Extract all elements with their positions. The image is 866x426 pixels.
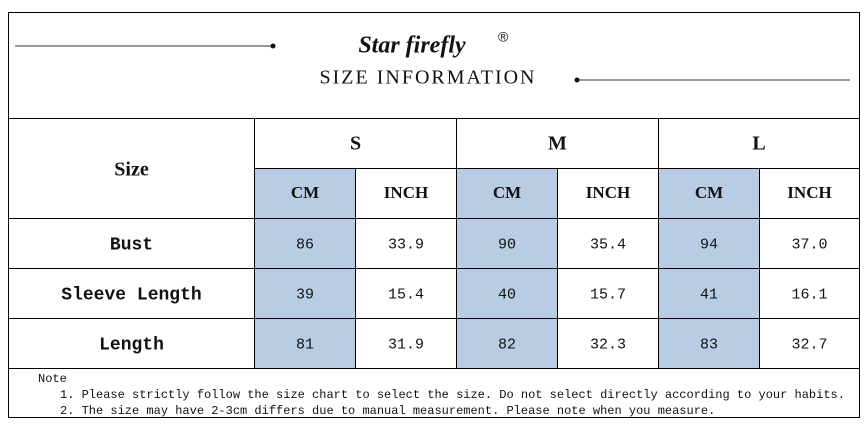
size-label: L bbox=[752, 133, 765, 155]
cell-value: 32.7 bbox=[791, 336, 827, 353]
cell-value: 37.0 bbox=[791, 236, 827, 253]
unit-label: CM bbox=[695, 183, 723, 202]
note-item: 1. Please strictly follow the size chart… bbox=[60, 388, 845, 402]
brand: Star firefly bbox=[358, 33, 466, 59]
row-label: Length bbox=[99, 335, 164, 355]
cell-value: 40 bbox=[498, 286, 516, 303]
cell-value: 83 bbox=[700, 336, 718, 353]
unit-label: INCH bbox=[586, 183, 630, 202]
size-label: M bbox=[548, 133, 567, 155]
cell-value: 41 bbox=[700, 286, 718, 303]
registered-mark: ® bbox=[498, 29, 509, 45]
rule-dot bbox=[574, 77, 580, 83]
row-label: Bust bbox=[110, 235, 153, 255]
corner-label: Size bbox=[114, 159, 149, 181]
cell-value: 31.9 bbox=[388, 336, 424, 353]
unit-label: INCH bbox=[384, 183, 428, 202]
cell-value: 32.3 bbox=[590, 336, 626, 353]
cell-value: 90 bbox=[498, 236, 516, 253]
cell-value: 33.9 bbox=[388, 236, 424, 253]
outer-border bbox=[8, 12, 860, 418]
row-label: Sleeve Length bbox=[61, 285, 201, 305]
cell-value: 86 bbox=[296, 236, 314, 253]
unit-label: CM bbox=[493, 183, 521, 202]
cell-value: 16.1 bbox=[791, 286, 827, 303]
unit-label: INCH bbox=[787, 183, 831, 202]
note-title: Note bbox=[38, 372, 67, 386]
cell-value: 39 bbox=[296, 286, 314, 303]
cell-value: 82 bbox=[498, 336, 516, 353]
rule-dot bbox=[270, 43, 276, 49]
cell-value: 35.4 bbox=[590, 236, 626, 253]
cell-value: 15.4 bbox=[388, 286, 424, 303]
cell-value: 81 bbox=[296, 336, 314, 353]
cell-value: 15.7 bbox=[590, 286, 626, 303]
unit-label: CM bbox=[291, 183, 319, 202]
note-item: 2. The size may have 2-3cm differs due t… bbox=[60, 404, 715, 418]
cell-value: 94 bbox=[700, 236, 718, 253]
size-label: S bbox=[350, 133, 361, 155]
subtitle: SIZE INFORMATION bbox=[320, 67, 537, 89]
